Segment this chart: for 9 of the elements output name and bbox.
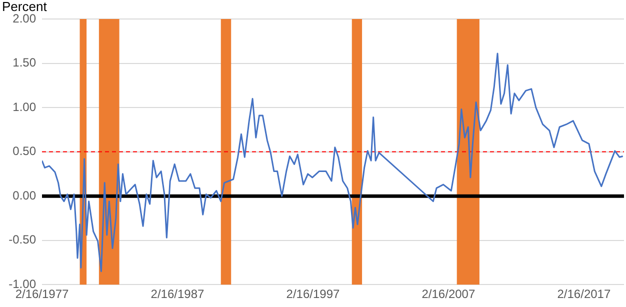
- x-tick-label: 2/16/2007: [422, 287, 476, 302]
- y-tick-label: -0.50: [8, 232, 36, 247]
- y-tick-label: 1.00: [12, 100, 36, 114]
- x-tick-label: 2/16/1987: [150, 287, 204, 302]
- y-tick-label: 0.00: [12, 188, 36, 202]
- x-tick-label: 2/16/2017: [557, 287, 611, 302]
- y-tick-label: 1.50: [12, 56, 36, 70]
- y-tick-label: 0.50: [12, 144, 36, 158]
- x-tick-label: 2/16/1997: [286, 287, 340, 302]
